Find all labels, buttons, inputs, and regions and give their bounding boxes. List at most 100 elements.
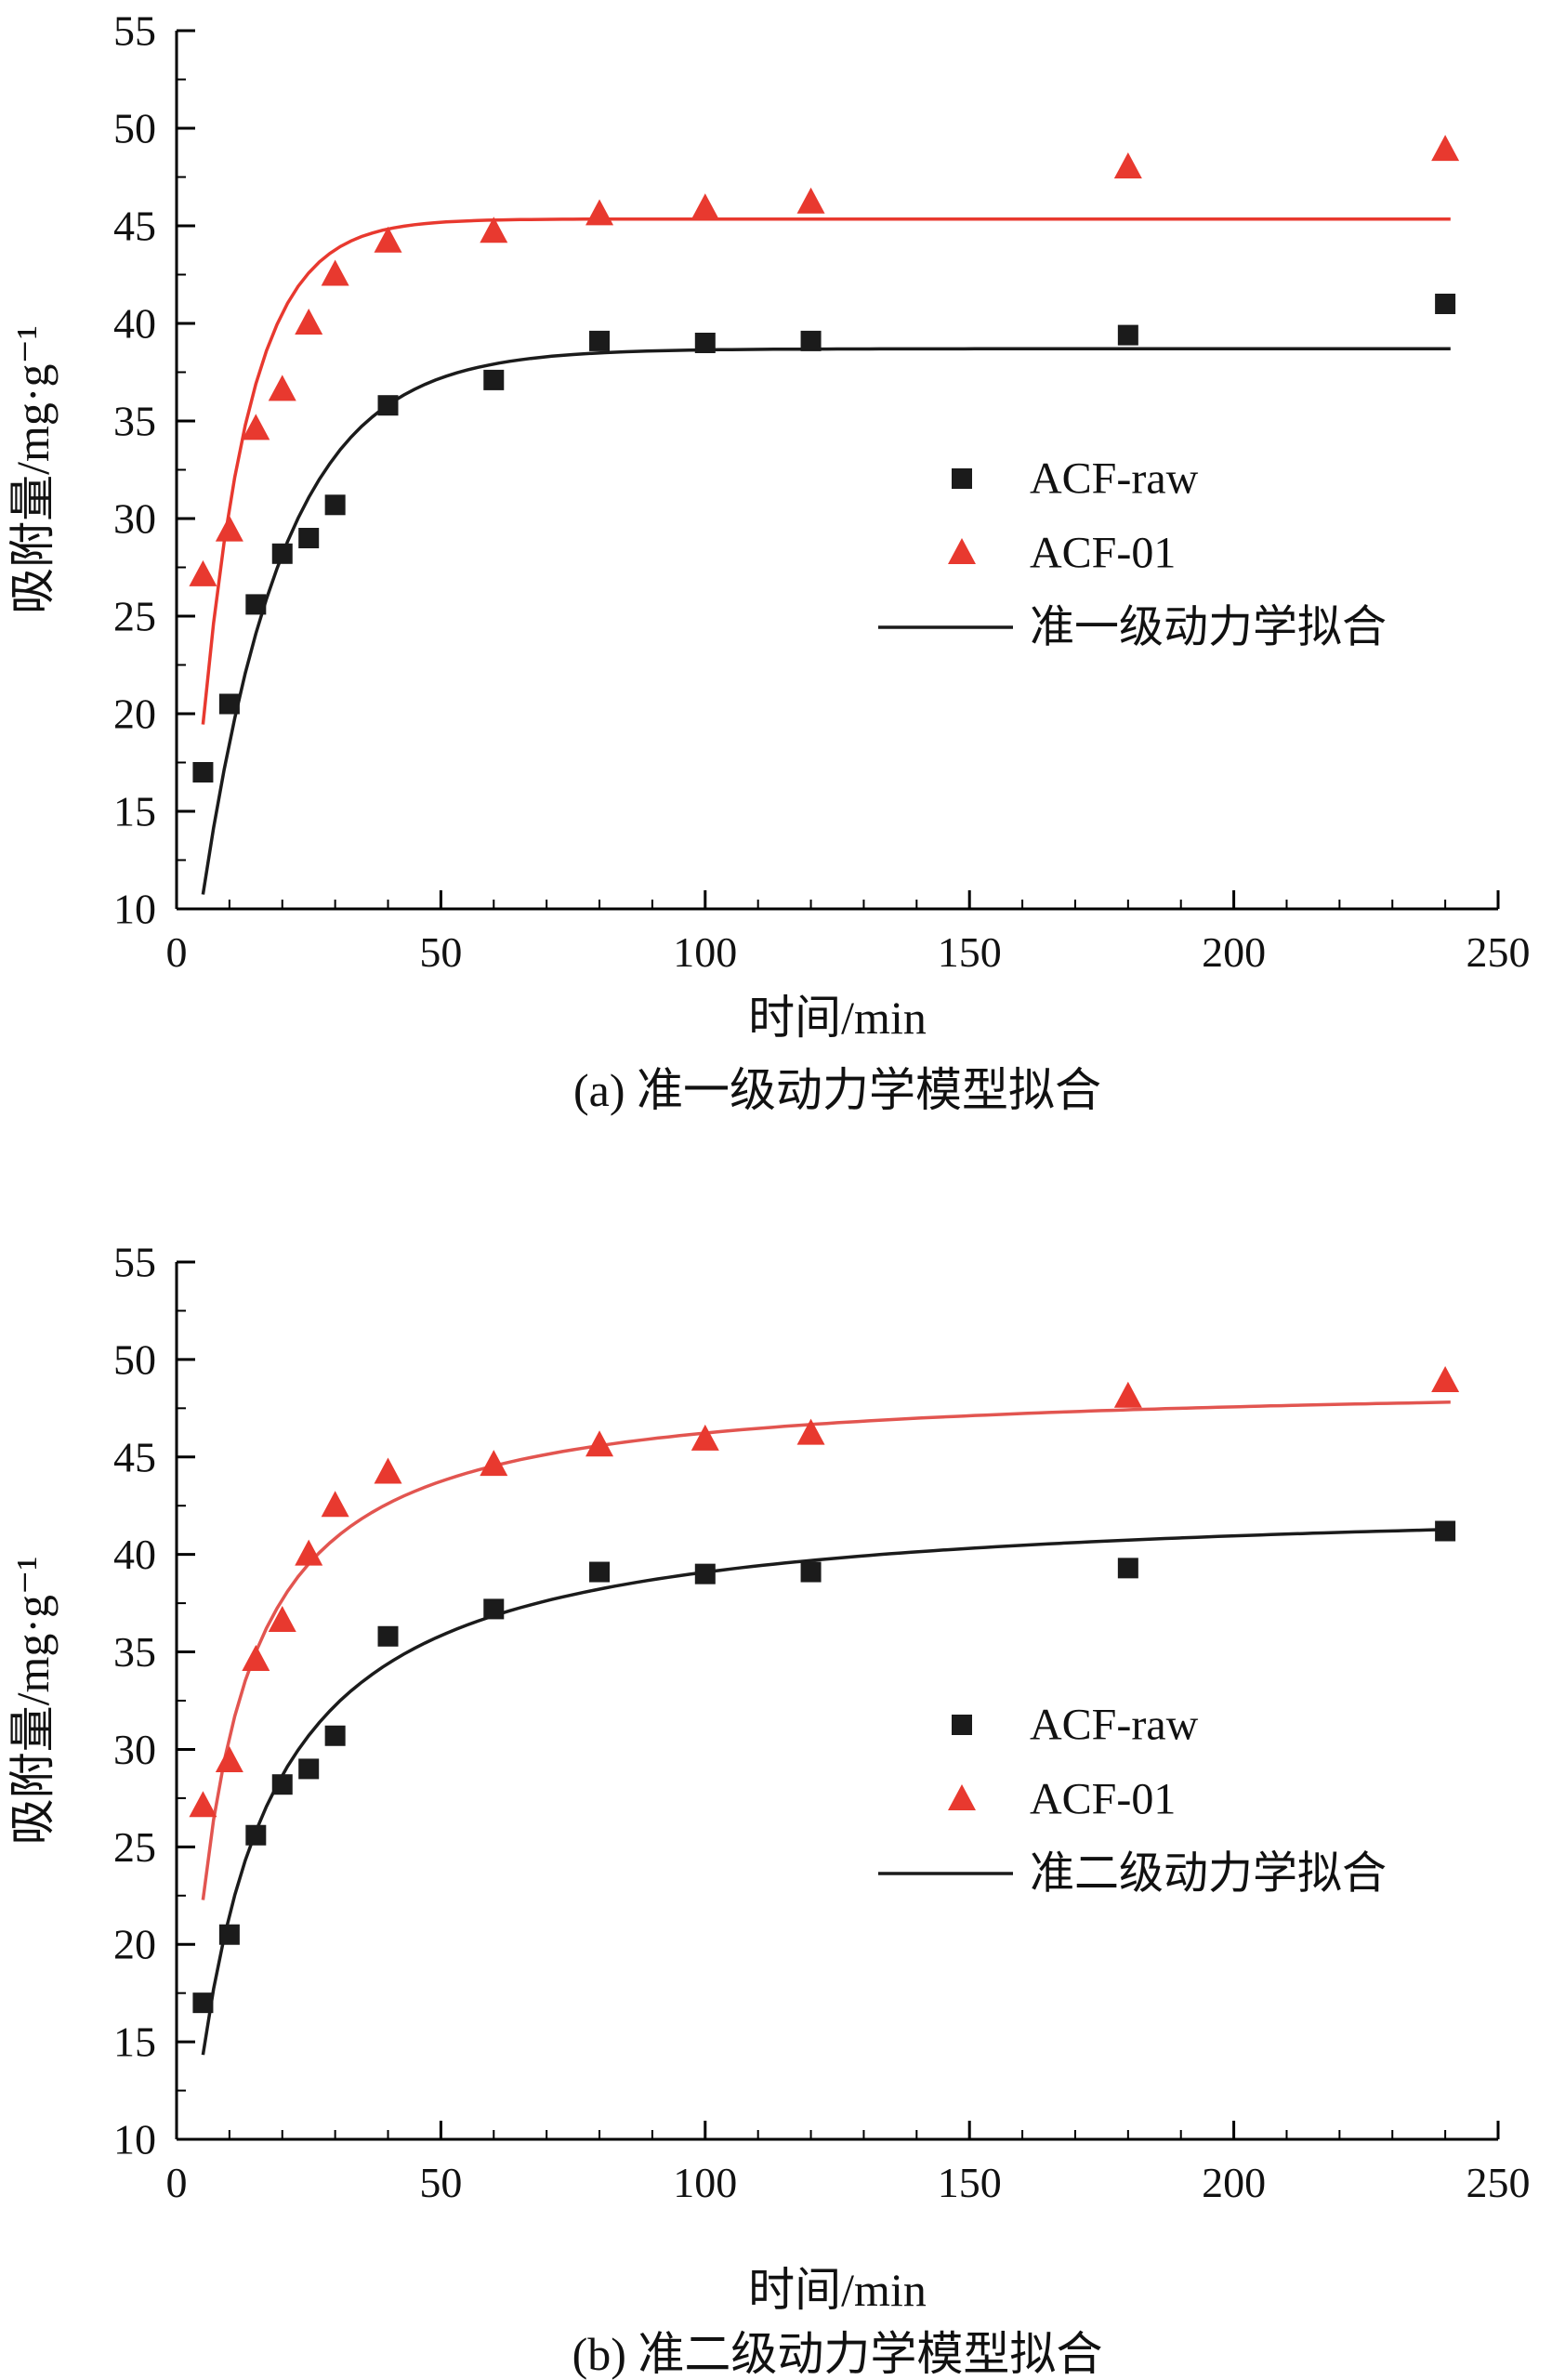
y-tick-label: 40	[113, 1531, 156, 1578]
y-tick-label: 50	[113, 105, 156, 152]
data-point-square	[694, 1563, 716, 1584]
data-point-square	[483, 369, 505, 390]
panel-b: 10 15 20 25 30 35 40 45 50 55 0 50 100 150 200 250 时间/mi…	[0, 1186, 1552, 2380]
data-point-square	[245, 1824, 267, 1846]
data-point-triangle	[1431, 135, 1460, 162]
data-point-square	[271, 543, 293, 564]
x-tick-label: 0	[166, 928, 188, 976]
x-tick-label: 100	[673, 928, 737, 976]
y-tick-label: 10	[113, 886, 156, 933]
data-point-square	[483, 1598, 505, 1620]
y-tick-label: 30	[113, 1726, 156, 1773]
data-point-triangle	[189, 1791, 217, 1818]
data-point-triangle	[295, 309, 323, 335]
y-tick-label: 50	[113, 1335, 156, 1383]
x-tick-label: 0	[166, 2159, 188, 2206]
data-point-triangle	[1113, 1381, 1142, 1408]
x-tick-label: 250	[1467, 928, 1531, 976]
data-point-triangle	[374, 226, 402, 253]
data-point-triangle	[374, 1457, 402, 1484]
chart-b-canvas: 10 15 20 25 30 35 40 45 50 55 0 50 100 150 200 250 时间/mi…	[7, 1239, 1531, 2317]
y-tick-label: 40	[113, 300, 156, 348]
x-tick-label: 250	[1467, 2159, 1531, 2206]
legend-triangle-marker	[948, 538, 976, 564]
data-point-square	[218, 693, 240, 715]
data-point-square	[1117, 1558, 1138, 1579]
data-point-square	[800, 330, 822, 351]
legend-label: ACF-01	[1030, 1775, 1176, 1824]
data-point-triangle	[189, 559, 217, 586]
data-point-square	[192, 762, 214, 782]
data-point-square	[1435, 294, 1456, 314]
data-point-square	[1435, 1520, 1456, 1542]
fit-curve	[201, 217, 1451, 725]
y-tick-label: 10	[113, 2116, 156, 2163]
data-point-square	[298, 1758, 320, 1780]
y-tick-label: 55	[113, 7, 156, 55]
y-tick-label: 25	[113, 1823, 156, 1871]
x-tick-label: 150	[938, 2159, 1002, 2206]
data-point-square	[271, 1774, 293, 1795]
data-point-triangle	[321, 1491, 349, 1518]
data-point-triangle	[321, 259, 349, 286]
y-tick-label: 20	[113, 1921, 156, 1968]
data-point-triangle	[268, 375, 296, 401]
y-tick-label: 35	[113, 398, 156, 445]
fit-curve	[201, 1400, 1451, 1900]
data-point-square	[298, 528, 320, 548]
data-point-triangle	[796, 187, 825, 214]
legend-label: 准一级动力学拟合	[1030, 603, 1387, 652]
data-point-square	[218, 1924, 240, 1945]
data-point-square	[800, 1561, 822, 1583]
legend-square-marker	[952, 1715, 972, 1735]
data-point-triangle	[215, 515, 243, 542]
legend-label: 准二级动力学拟合	[1030, 1849, 1387, 1899]
data-point-square	[589, 1561, 611, 1583]
x-tick-label: 100	[673, 2159, 737, 2206]
data-point-triangle	[585, 199, 614, 226]
y-tick-label: 45	[113, 1433, 156, 1480]
x-axis-title: 时间/min	[748, 2264, 927, 2316]
data-point-square	[589, 330, 611, 351]
y-tick-label: 15	[113, 2018, 156, 2066]
data-point-triangle	[691, 193, 719, 220]
legend-square-marker	[952, 468, 972, 489]
fit-curve	[201, 1527, 1451, 2056]
data-point-square	[324, 1725, 346, 1746]
data-point-square	[377, 395, 399, 416]
chart-a-canvas: 10 15 20 25 30 35 40 45 50 55 0 50 100 150 200 250 时间/mi…	[7, 7, 1531, 1045]
data-point-triangle	[1113, 152, 1142, 178]
panel-a: 10 15 20 25 30 35 40 45 50 55 0 50 100 150 200 250 时间/mi…	[0, 0, 1552, 1186]
legend-triangle-marker	[948, 1784, 976, 1810]
data-point-triangle	[242, 1644, 270, 1671]
data-point-triangle	[585, 1430, 614, 1457]
data-point-triangle	[268, 1605, 296, 1632]
x-tick-label: 50	[419, 2159, 462, 2206]
legend-label: ACF-01	[1030, 529, 1176, 578]
y-tick-label: 30	[113, 495, 156, 543]
data-point-triangle	[242, 414, 270, 440]
panel-a-caption: (a) 准一级动力学模型拟合	[573, 1064, 1101, 1116]
y-tick-label: 35	[113, 1628, 156, 1676]
data-point-triangle	[480, 1450, 508, 1477]
data-point-square	[245, 594, 267, 615]
panel-b-caption: (b) 准二级动力学模型拟合	[572, 2328, 1103, 2380]
data-point-triangle	[691, 1424, 719, 1451]
x-axis-title: 时间/min	[748, 992, 927, 1044]
x-tick-label: 150	[938, 928, 1002, 976]
legend-label: ACF-raw	[1030, 1701, 1199, 1750]
fit-curve	[201, 347, 1451, 895]
y-tick-label: 25	[113, 593, 156, 640]
y-tick-label: 45	[113, 203, 156, 250]
data-point-square	[694, 333, 716, 353]
data-point-triangle	[215, 1746, 243, 1773]
data-point-triangle	[295, 1539, 323, 1566]
y-tick-label: 55	[113, 1239, 156, 1286]
x-tick-label: 200	[1202, 2159, 1266, 2206]
data-point-triangle	[1431, 1365, 1460, 1392]
x-tick-label: 50	[419, 928, 462, 976]
y-axis-title: 吸附量/mg·g⁻¹	[7, 1557, 59, 1846]
data-point-triangle	[480, 217, 508, 243]
legend-label: ACF-raw	[1030, 454, 1199, 504]
